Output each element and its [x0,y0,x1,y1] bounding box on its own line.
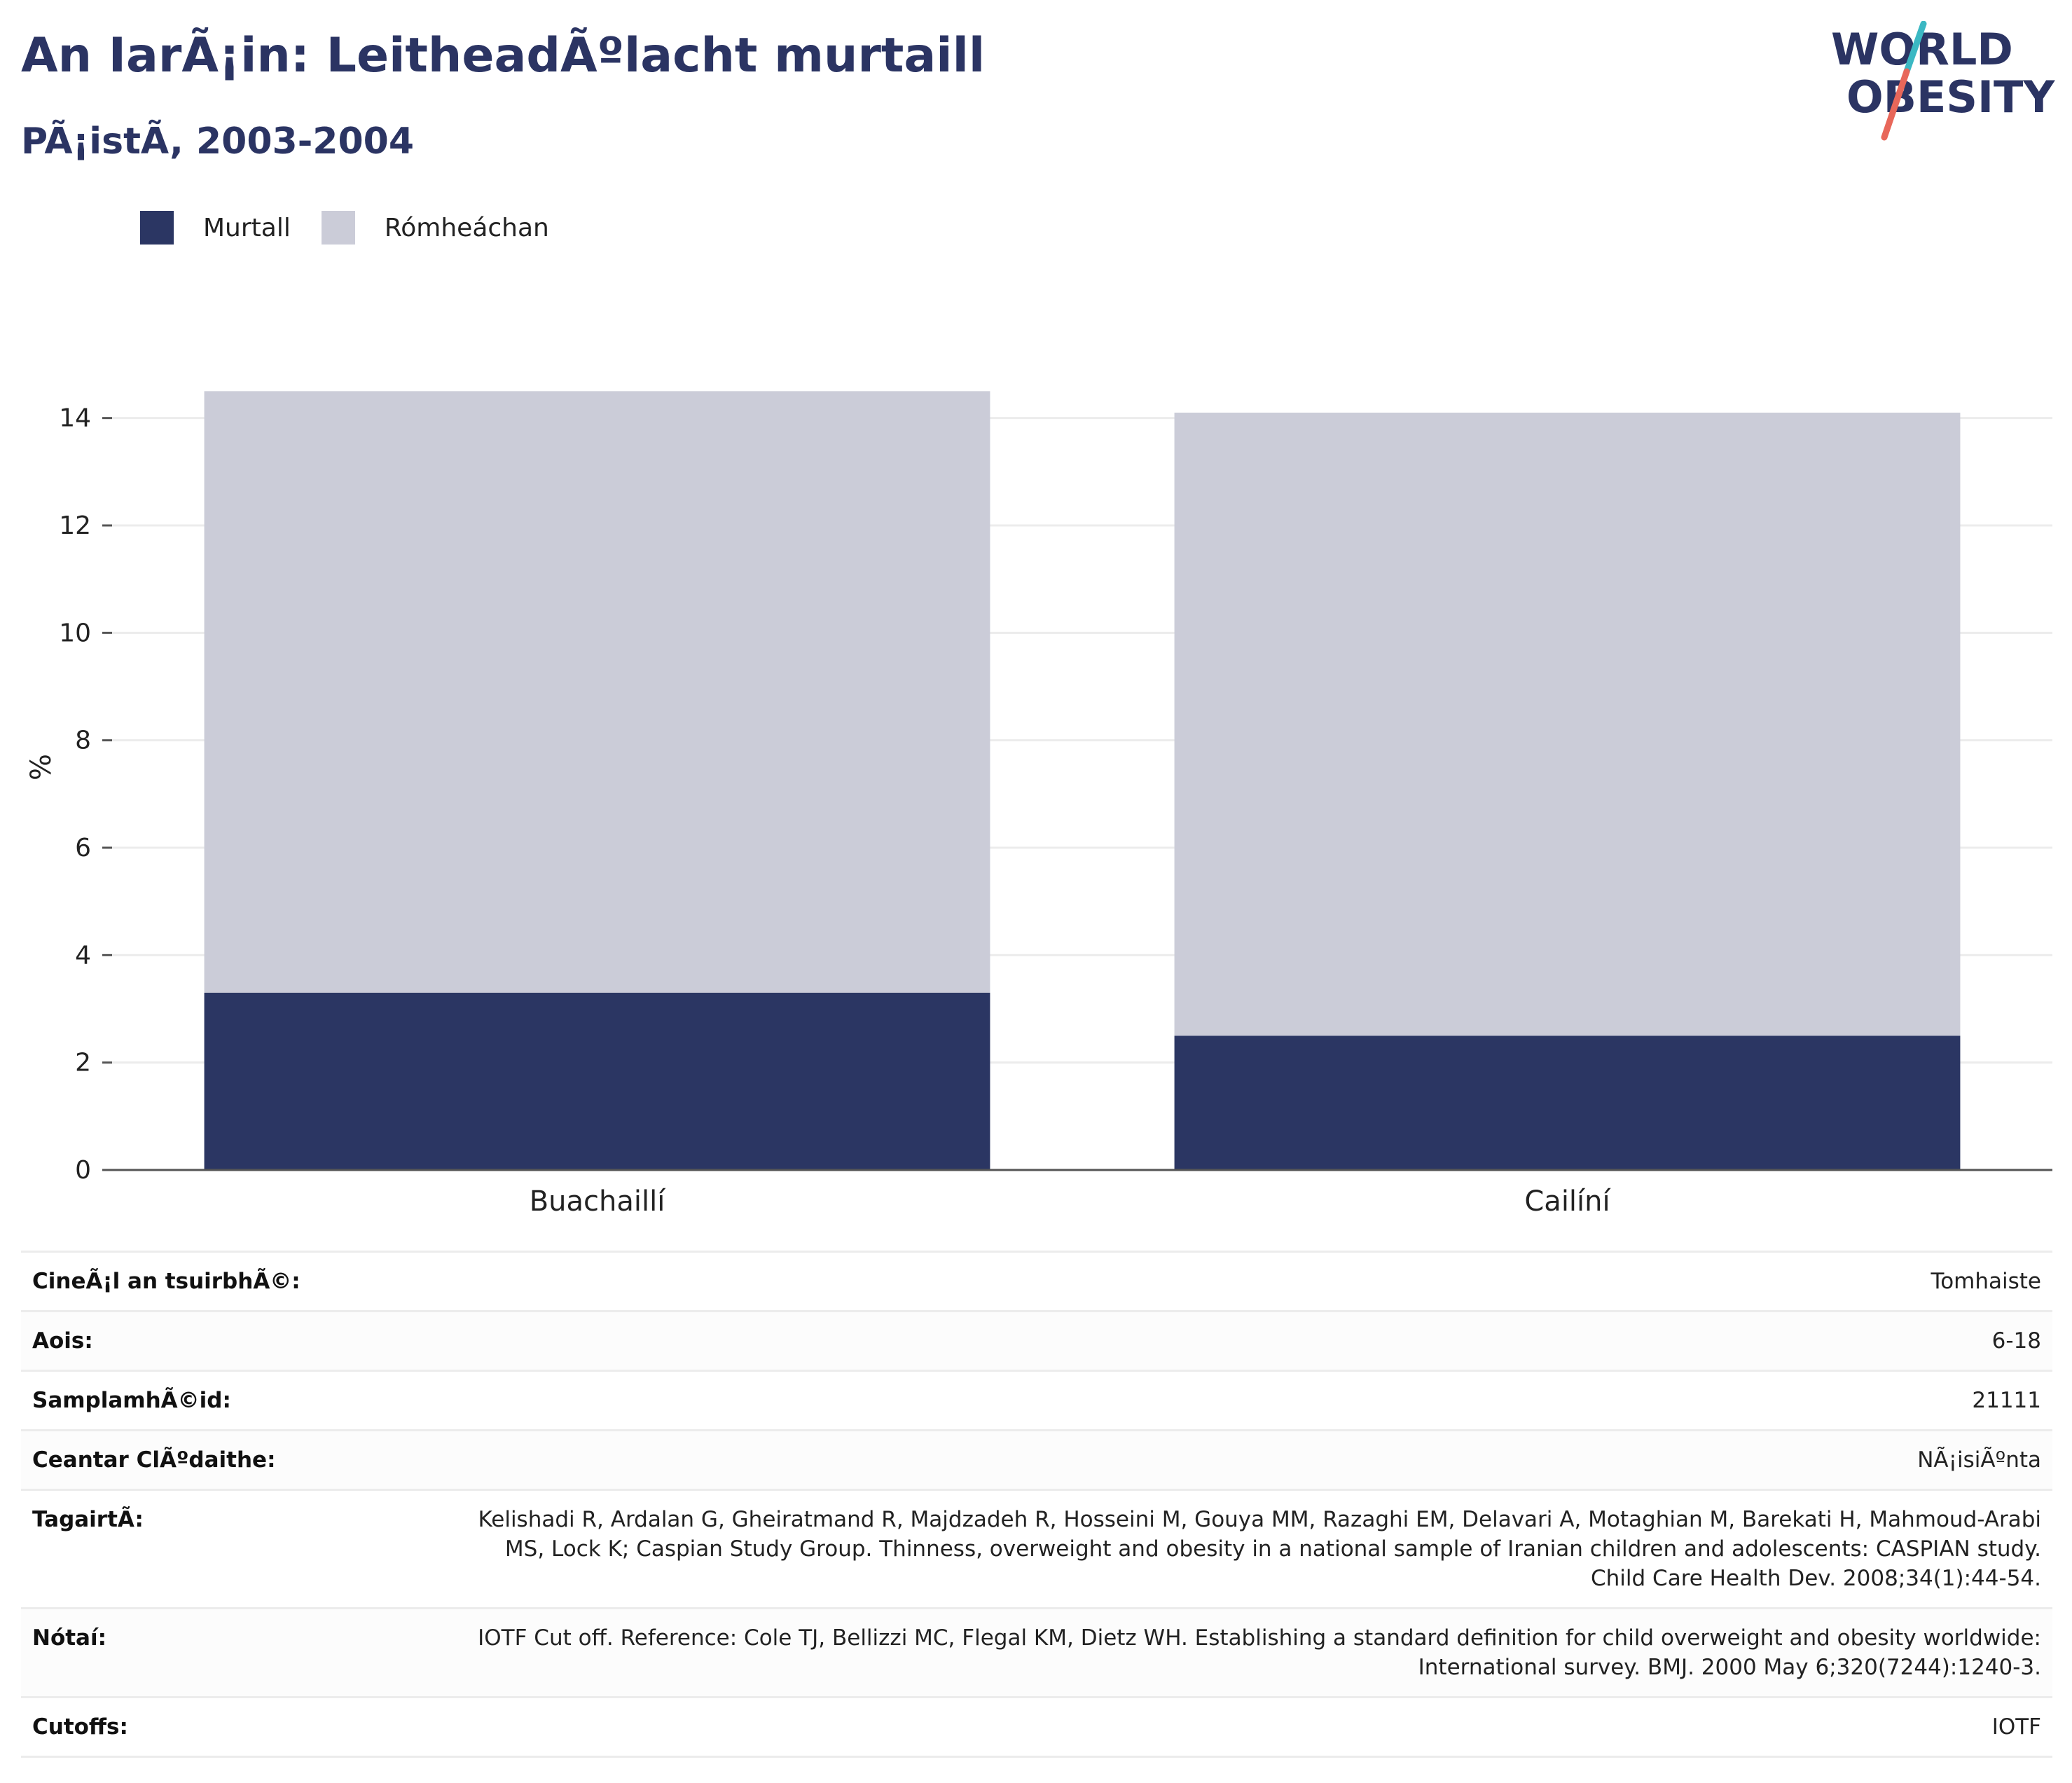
info-key: Ceantar ClÃºdaithe: [21,1429,436,1491]
page-subtitle: PÃ¡istÃ, 2003-2004 [21,121,415,163]
info-value: 21111 [436,1370,2052,1431]
y-axis-title: % [25,754,57,780]
legend-swatch-overweight [321,211,355,245]
x-tick-label: Buachaillí [530,1185,667,1218]
info-key: Aois: [21,1310,436,1372]
legend-swatch-obese [140,211,174,245]
chart-legend: Murtall Rómheáchan [140,210,580,245]
logo-text-obesity: OBESITY [1846,71,2055,123]
info-row: Nótaí: IOTF Cut off. Reference: Cole TJ, … [21,1607,2052,1698]
info-row: TagairtÃ: Kelishadi R, Ardalan G, Gheirat… [21,1489,2052,1609]
info-value: IOTF [436,1696,2052,1758]
world-obesity-logo: WORLD OBESITY [1831,21,2055,141]
info-key: Cutoffs: [21,1696,436,1758]
y-tick-label: 8 [75,727,91,755]
legend-label-overweight: Rómheáchan [384,213,549,242]
logo-slash-bottom [1881,68,1910,141]
info-row: CineÃ¡l an tsuirbhÃ©: Tomhaiste [21,1251,2052,1312]
legend-label-obese: Murtall [203,213,291,242]
info-table: CineÃ¡l an tsuirbhÃ©: Tomhaiste Aois: 6-18 S… [21,1251,2052,1758]
info-key: CineÃ¡l an tsuirbhÃ©: [21,1251,436,1312]
info-row: SamplamhÃ©id: 21111 [21,1370,2052,1431]
info-value: IOTF Cut off. Reference: Cole TJ, Belliz… [436,1607,2052,1698]
info-row: Cutoffs: IOTF [21,1696,2052,1758]
info-value: Kelishadi R, Ardalan G, Gheiratmand R, M… [436,1489,2052,1609]
axes: 0 2 4 6 8 10 12 14% Buachaillí Cailíní [25,404,2052,1218]
stacked-bar-chart: 0 2 4 6 8 10 12 14% Buachaillí Cailíní [25,391,2052,1218]
y-tick-label: 2 [75,1049,91,1078]
info-key: SamplamhÃ©id: [21,1370,436,1431]
info-value: NÃ¡isiÃºnta [436,1429,2052,1491]
bar-overweight-boys[interactable] [204,391,990,993]
info-value: 6-18 [436,1310,2052,1372]
bar-obese-girls[interactable] [1174,1035,1961,1170]
x-tick-label: Cailíní [1524,1185,1611,1218]
bars [204,391,1961,1170]
y-tick-label: 12 [59,511,91,540]
y-tick-label: 14 [59,404,91,433]
bar-overweight-girls[interactable] [1174,413,1961,1036]
logo-slash-top [1903,21,1927,75]
info-key: Nótaí: [21,1607,436,1698]
bar-obese-boys[interactable] [204,993,990,1170]
legend-item-obese[interactable]: Murtall [140,211,291,245]
y-tick-label: 6 [75,834,91,862]
legend-item-overweight[interactable]: Rómheáchan [321,211,549,245]
info-row: Ceantar ClÃºdaithe: NÃ¡isiÃºnta [21,1429,2052,1491]
info-key: TagairtÃ: [21,1489,436,1609]
y-tick-label: 4 [75,941,91,970]
y-tick-label: 0 [75,1156,91,1185]
y-tick-label: 10 [59,619,91,647]
info-row: Aois: 6-18 [21,1310,2052,1372]
info-value: Tomhaiste [436,1251,2052,1312]
page-title: An IarÃ¡in: LeitheadÃºlacht murtaill [21,28,986,83]
